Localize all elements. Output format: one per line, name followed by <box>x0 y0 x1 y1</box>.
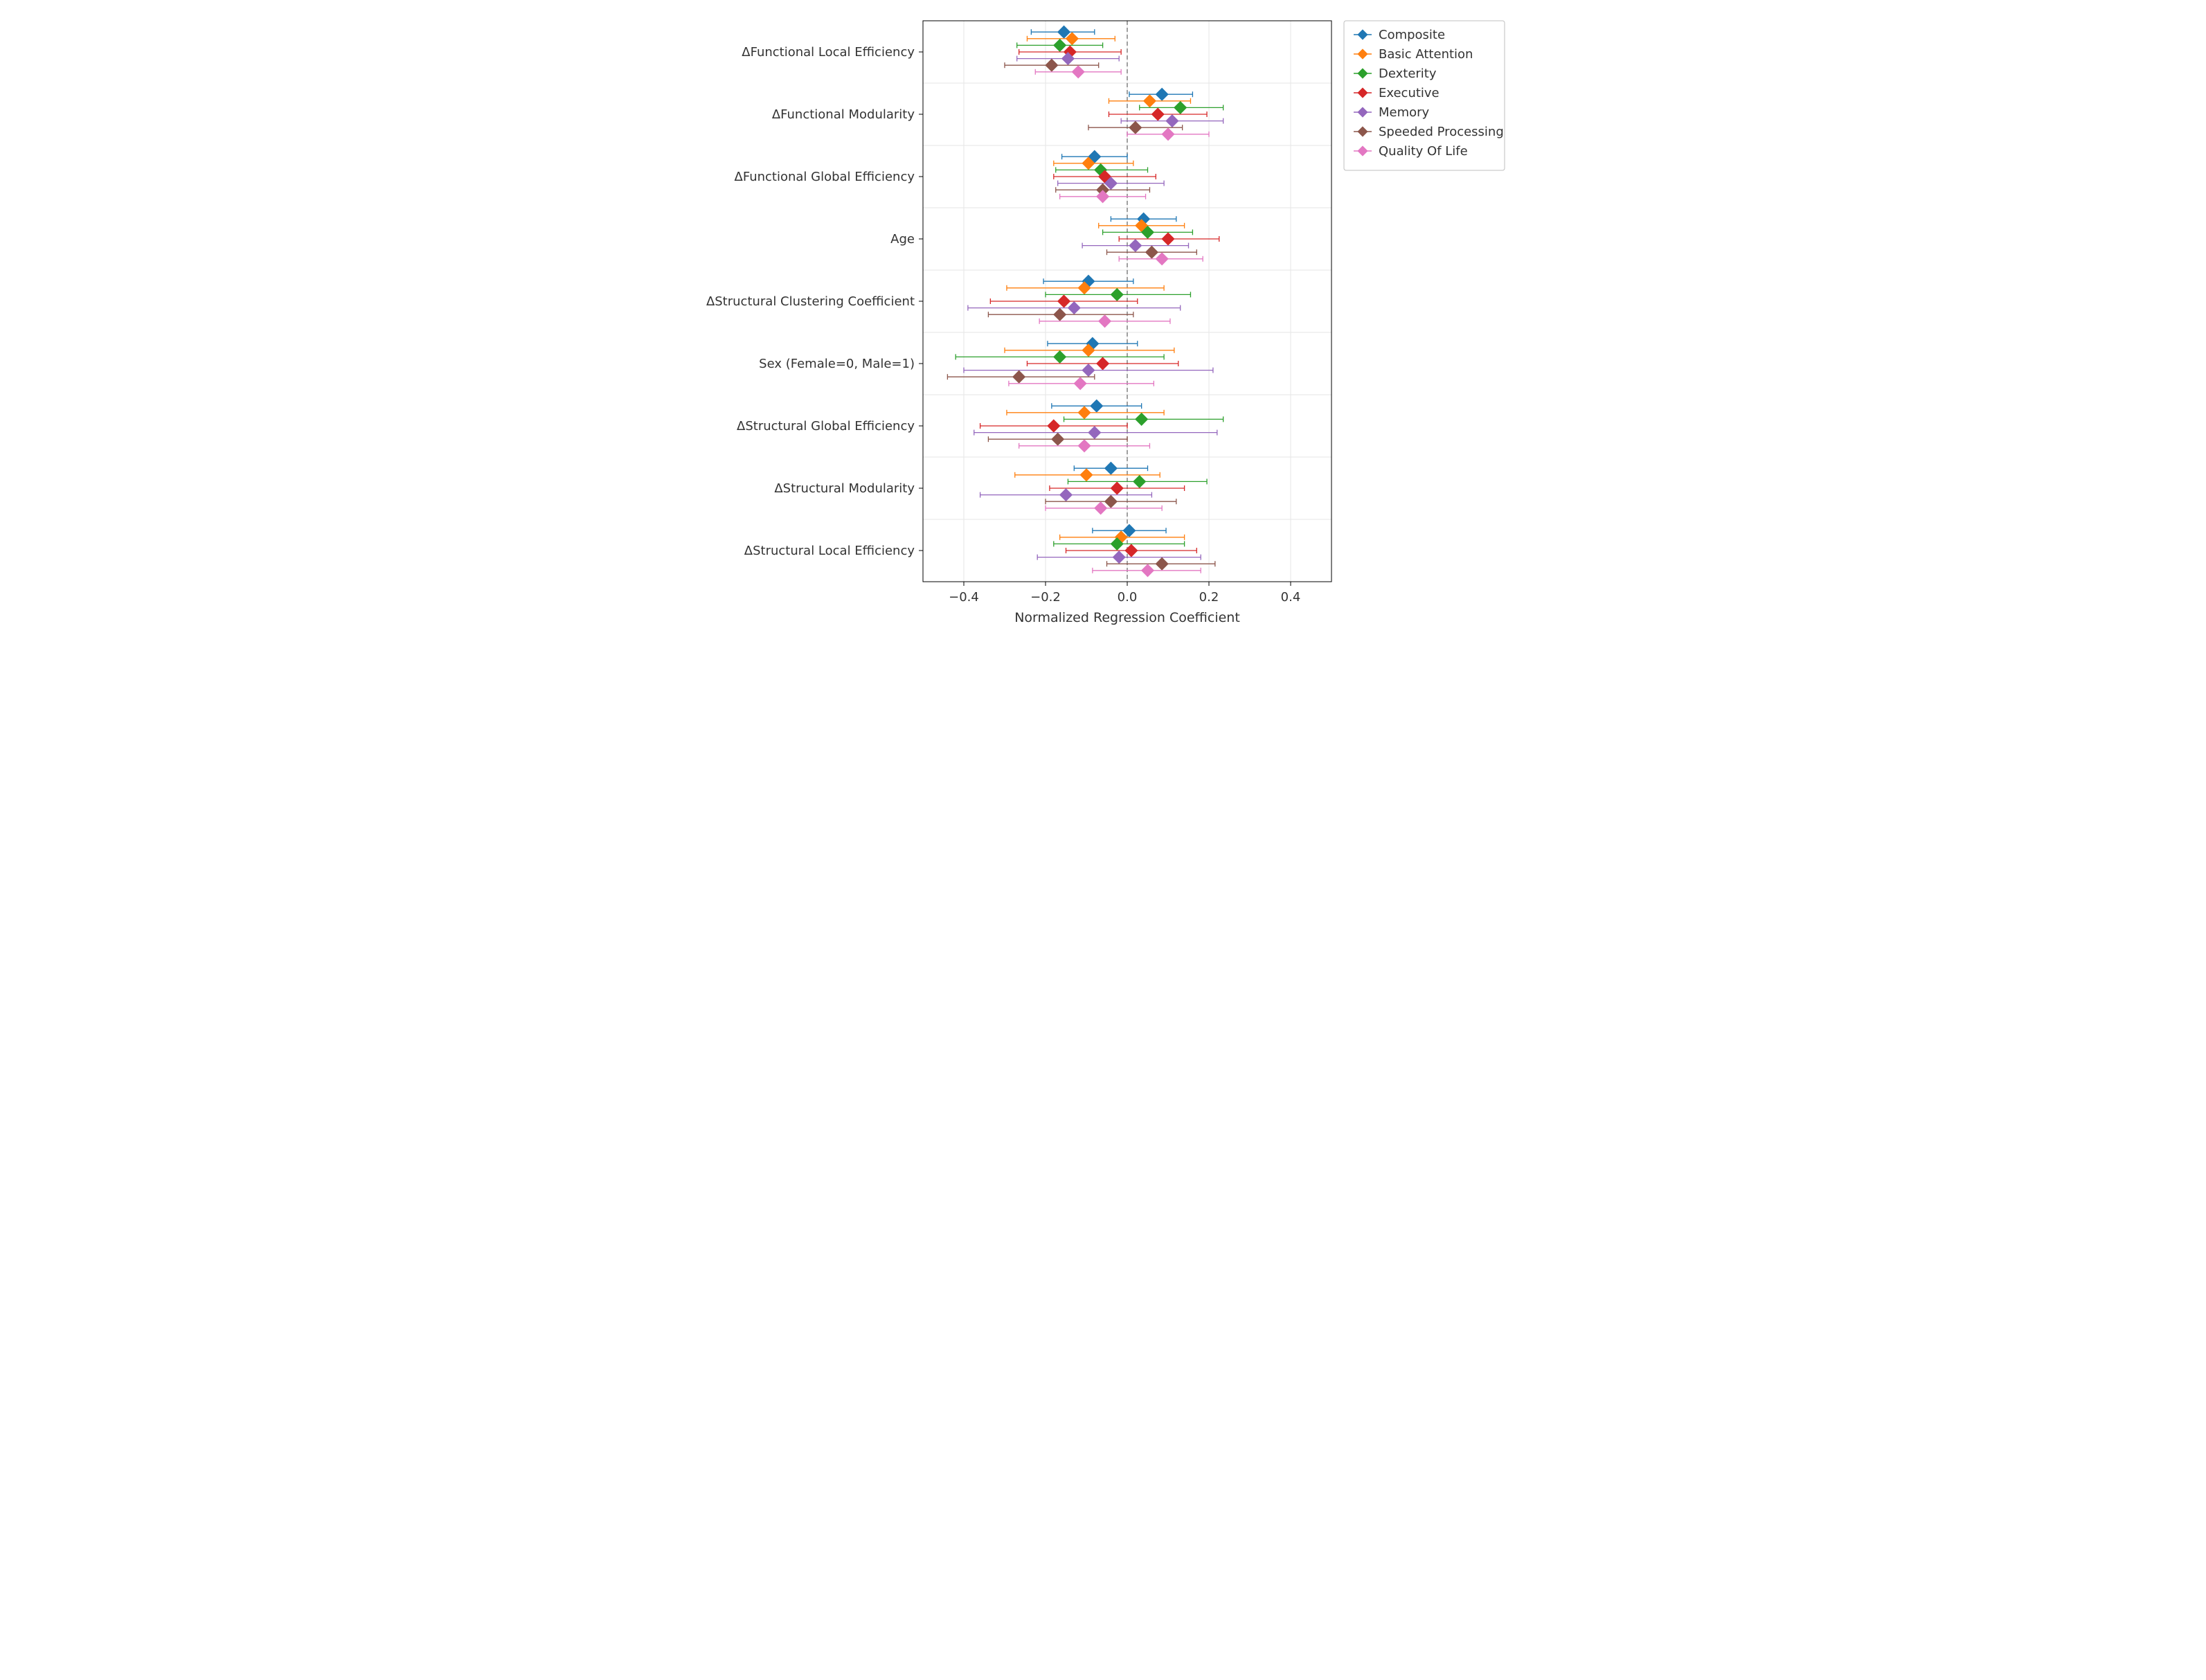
svg-text:ΔStructural Global Efficiency: ΔStructural Global Efficiency <box>737 419 915 434</box>
svg-text:Quality Of Life: Quality Of Life <box>1379 144 1468 159</box>
svg-text:−0.2: −0.2 <box>1030 590 1061 605</box>
svg-text:0.2: 0.2 <box>1199 590 1219 605</box>
svg-text:ΔFunctional Global Efficiency: ΔFunctional Global Efficiency <box>735 170 915 184</box>
svg-text:Dexterity: Dexterity <box>1379 66 1437 81</box>
svg-text:Basic Attention: Basic Attention <box>1379 47 1473 62</box>
chart-svg: −0.4 −0.2 0.0 0.2 0.4 Normalized Regression C… <box>688 0 1518 632</box>
svg-text:ΔFunctional Modularity: ΔFunctional Modularity <box>772 107 915 122</box>
svg-text:ΔStructural Local Efficiency: ΔStructural Local Efficiency <box>744 544 915 558</box>
svg-text:0.0: 0.0 <box>1118 590 1138 605</box>
svg-text:0.4: 0.4 <box>1281 590 1301 605</box>
svg-text:ΔStructural Clustering Coeffic: ΔStructural Clustering Coefficient <box>706 294 915 309</box>
svg-text:Memory: Memory <box>1379 105 1430 120</box>
svg-text:Composite: Composite <box>1379 28 1445 42</box>
svg-text:Executive: Executive <box>1379 86 1440 100</box>
svg-text:Sex (Female=0, Male=1): Sex (Female=0, Male=1) <box>759 357 915 371</box>
svg-text:−0.4: −0.4 <box>949 590 979 605</box>
svg-text:ΔStructural Modularity: ΔStructural Modularity <box>774 481 915 496</box>
forest-plot-chart: −0.4 −0.2 0.0 0.2 0.4 Normalized Regression C… <box>688 0 1518 632</box>
svg-text:Normalized Regression Coeffici: Normalized Regression Coefficient <box>1014 610 1240 625</box>
svg-text:Age: Age <box>890 232 915 247</box>
svg-text:Speeded Processing: Speeded Processing <box>1379 125 1504 139</box>
svg-text:ΔFunctional Local Efficiency: ΔFunctional Local Efficiency <box>742 45 915 60</box>
